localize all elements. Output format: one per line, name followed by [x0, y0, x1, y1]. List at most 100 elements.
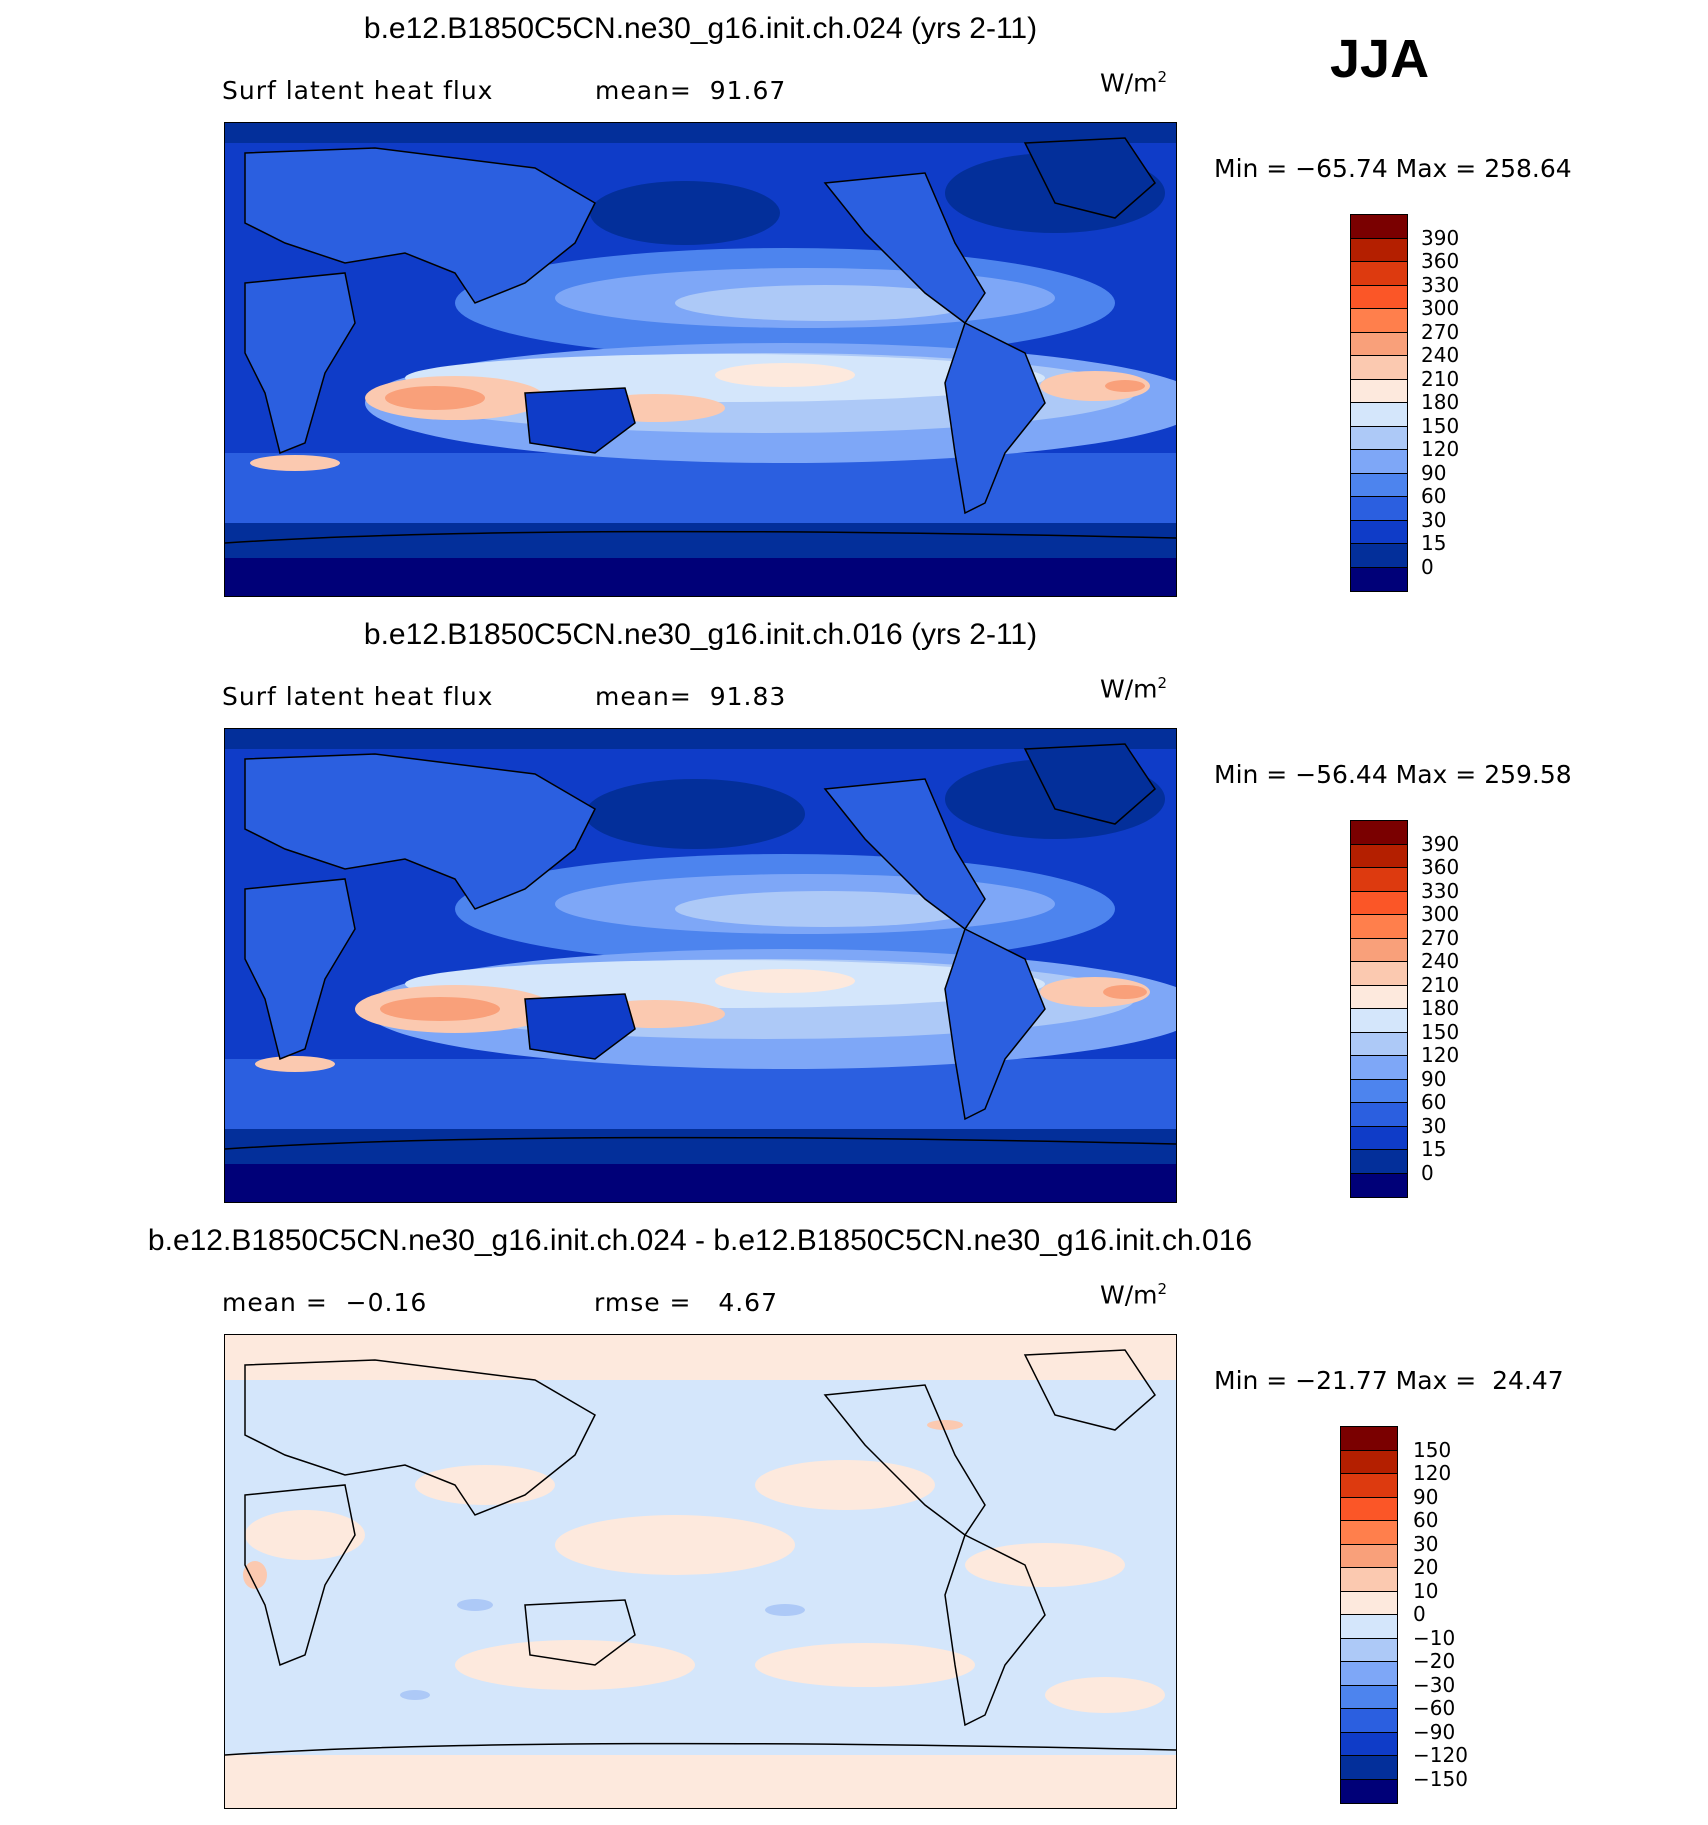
colorbar-swatch	[1351, 544, 1407, 568]
colorbar-tick-label: 270	[1421, 319, 1460, 344]
colorbar-swatch	[1351, 285, 1407, 309]
colorbar-tick-label: 390	[1421, 831, 1460, 856]
colorbar-swatch	[1351, 473, 1407, 497]
colorbar-tick-label: 150	[1413, 1437, 1452, 1462]
colorbar-tick-label: 180	[1421, 390, 1460, 414]
colorbar-swatch	[1351, 426, 1407, 450]
colorbar-swatch	[1351, 238, 1407, 262]
colorbar-swatch	[1351, 1150, 1407, 1174]
colorbar-swatch	[1351, 1032, 1407, 1056]
colorbar-swatch	[1341, 1779, 1397, 1803]
colorbar-swatch	[1351, 938, 1407, 962]
colorbar-tick-label: −90	[1413, 1719, 1456, 1744]
panel-3-map	[224, 1334, 1177, 1809]
panel-3-mean: mean = −0.16	[222, 1288, 428, 1317]
colorbar-tick-label: 90	[1421, 460, 1447, 485]
colorbar-swatch	[1351, 1126, 1407, 1150]
panel-3-title: b.e12.B1850C5CN.ne30_g16.init.ch.024 - b…	[147, 1224, 1253, 1257]
colorbar-swatch	[1351, 985, 1407, 1009]
colorbar-swatch	[1351, 821, 1407, 845]
colorbar-swatch	[1341, 1615, 1397, 1639]
colorbar-tick-label: 0	[1421, 1160, 1434, 1185]
colorbar-swatch	[1351, 915, 1407, 939]
colorbar-tick-label: 0	[1413, 1602, 1426, 1626]
colorbar-swatch	[1351, 332, 1407, 356]
colorbar-tick-label: 30	[1421, 1113, 1447, 1138]
colorbar-swatch	[1351, 1009, 1407, 1033]
colorbar-tick-label: 30	[1421, 507, 1447, 532]
colorbar-swatch	[1351, 844, 1407, 868]
colorbar-swatch	[1351, 262, 1407, 286]
panel-2-title: b.e12.B1850C5CN.ne30_g16.init.ch.016 (yr…	[363, 618, 1038, 651]
colorbar-swatch	[1351, 309, 1407, 333]
colorbar-tick-label: 150	[1421, 413, 1460, 438]
colorbar-tick-label: 180	[1421, 996, 1460, 1020]
panel-1-variable: Surf latent heat flux	[222, 76, 494, 105]
colorbar-tick-label: 330	[1421, 878, 1460, 903]
colorbar-swatch	[1341, 1427, 1397, 1451]
colorbar-tick-label: 30	[1413, 1531, 1439, 1556]
colorbar-tick-label: 360	[1421, 855, 1460, 879]
colorbar-tick-label: 60	[1413, 1508, 1439, 1532]
colorbar-tick-label: −30	[1413, 1672, 1456, 1697]
colorbar-tick-label: 210	[1421, 972, 1460, 997]
colorbar-tick-label: 330	[1421, 272, 1460, 297]
panel-2-map	[224, 728, 1177, 1203]
colorbar-tick-label: −60	[1413, 1696, 1456, 1720]
colorbar-tick-label: 120	[1421, 1043, 1460, 1067]
colorbar-swatch	[1341, 1685, 1397, 1709]
colorbar-swatch	[1351, 1079, 1407, 1103]
colorbar-tick-label: 0	[1421, 554, 1434, 579]
colorbar-swatch	[1341, 1662, 1397, 1686]
colorbar-tick-label: 90	[1421, 1066, 1447, 1091]
colorbar-tick-label: 300	[1421, 902, 1460, 926]
colorbar-swatch	[1341, 1450, 1397, 1474]
colorbar-swatch	[1341, 1474, 1397, 1498]
colorbar-swatch	[1341, 1638, 1397, 1662]
colorbar-tick-label: 210	[1421, 366, 1460, 391]
colorbar-swatch	[1351, 450, 1407, 474]
colorbar-swatch	[1341, 1544, 1397, 1568]
panel-1-title: b.e12.B1850C5CN.ne30_g16.init.ch.024 (yr…	[363, 12, 1038, 45]
colorbar-tick-label: 15	[1421, 531, 1447, 555]
colorbar-swatch	[1341, 1756, 1397, 1780]
panel-1-colorbar	[1350, 214, 1408, 592]
colorbar-swatch	[1351, 1056, 1407, 1080]
panel-3-minmax: Min = −21.77 Max = 24.47	[1214, 1366, 1564, 1395]
colorbar-tick-label: 60	[1421, 1090, 1447, 1114]
colorbar-swatch	[1351, 1173, 1407, 1197]
colorbar-swatch	[1341, 1591, 1397, 1615]
colorbar-tick-label: 60	[1421, 484, 1447, 508]
colorbar-swatch	[1351, 215, 1407, 239]
colorbar-swatch	[1351, 567, 1407, 591]
colorbar-tick-label: 15	[1421, 1137, 1447, 1161]
panel-3-units: W/m2	[1100, 1280, 1168, 1310]
colorbar-swatch	[1351, 356, 1407, 380]
colorbar-tick-label: 150	[1421, 1019, 1460, 1044]
colorbar-tick-label: −120	[1413, 1743, 1468, 1767]
panel-1-map	[224, 122, 1177, 597]
colorbar-swatch	[1351, 962, 1407, 986]
colorbar-swatch	[1341, 1709, 1397, 1733]
colorbar-tick-label: 240	[1421, 343, 1460, 367]
panel-2-units: W/m2	[1100, 674, 1168, 704]
panel-3-rmse: rmse = 4.67	[594, 1288, 778, 1317]
colorbar-swatch	[1341, 1497, 1397, 1521]
panel-1-units: W/m2	[1100, 68, 1168, 98]
colorbar-swatch	[1351, 1103, 1407, 1127]
panel-1-minmax: Min = −65.74 Max = 258.64	[1214, 154, 1572, 183]
colorbar-swatch	[1341, 1732, 1397, 1756]
colorbar-swatch	[1341, 1521, 1397, 1545]
colorbar-swatch	[1351, 520, 1407, 544]
colorbar-tick-label: 270	[1421, 925, 1460, 950]
colorbar-tick-label: −150	[1413, 1766, 1468, 1791]
panel-2-variable: Surf latent heat flux	[222, 682, 494, 711]
colorbar-tick-label: 300	[1421, 296, 1460, 320]
colorbar-tick-label: −10	[1413, 1625, 1456, 1650]
colorbar-tick-label: −20	[1413, 1649, 1456, 1673]
colorbar-tick-label: 120	[1421, 437, 1460, 461]
colorbar-swatch	[1351, 403, 1407, 427]
colorbar-tick-label: 240	[1421, 949, 1460, 973]
panel-2-mean: mean= 91.83	[595, 682, 787, 711]
colorbar-swatch	[1341, 1568, 1397, 1592]
